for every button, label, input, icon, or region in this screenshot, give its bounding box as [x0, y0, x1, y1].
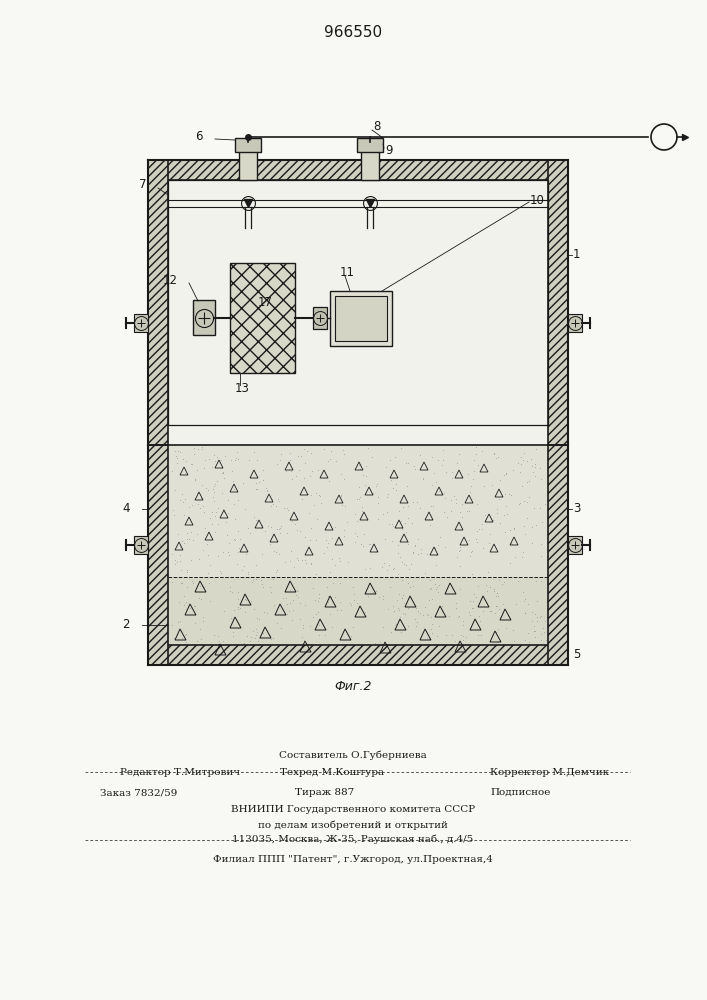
Text: Составитель О.Губерниева: Составитель О.Губерниева: [0, 999, 1, 1000]
Text: 1: 1: [573, 248, 580, 261]
Bar: [357, 138, 383, 152]
Text: Составитель О.Губерниева: Составитель О.Губерниева: [279, 750, 427, 760]
Text: 3: 3: [573, 502, 580, 516]
Text: Техред М.Коштура: Техред М.Коштура: [280, 768, 384, 777]
Text: 966550: 966550: [324, 25, 382, 40]
Text: 6: 6: [196, 130, 203, 143]
Bar: [335, 296, 387, 341]
Text: 10: 10: [530, 194, 545, 207]
Bar: [239, 142, 257, 180]
Text: 8: 8: [373, 120, 380, 133]
Bar: [230, 263, 295, 373]
Text: Составител ь О.Губерниева: Составител ь О.Губерниева: [0, 999, 1, 1000]
Bar: [148, 445, 168, 665]
Bar: [148, 160, 568, 180]
Bar: [148, 160, 168, 445]
Text: Корректор М.Демчик: Корректор М.Демчик: [490, 768, 609, 777]
Text: Подписное: Подписное: [490, 788, 550, 797]
Text: Составитель О.Губерниева: Составитель О.Губерниева: [0, 999, 1, 1000]
Bar: [568, 314, 582, 332]
Text: 7: 7: [139, 178, 146, 192]
Bar: [134, 536, 148, 554]
Bar: [168, 577, 548, 645]
Bar: [568, 536, 582, 554]
Bar: [548, 160, 568, 445]
Text: 12: 12: [163, 274, 178, 288]
Text: 113035, Москва, Ж-35, Раушская наб., д.4/5: 113035, Москва, Ж-35, Раушская наб., д.4…: [233, 835, 474, 844]
Text: Редактор Т.Митрович: Редактор Т.Митрович: [120, 768, 240, 777]
Text: 2: 2: [122, 618, 130, 632]
Text: 13: 13: [235, 381, 250, 394]
Text: 9: 9: [385, 143, 392, 156]
Text: Фиг.2: Фиг.2: [334, 680, 372, 693]
Bar: [548, 445, 568, 665]
Text: Филиал ППП "Патент", г.Ужгород, ул.Проектная,4: Филиал ППП "Патент", г.Ужгород, ул.Проек…: [213, 855, 493, 864]
Text: 5: 5: [573, 648, 580, 662]
Bar: [168, 445, 548, 577]
Text: по делам изобретений и открытий: по делам изобретений и открытий: [258, 820, 448, 830]
Bar: [193, 300, 215, 335]
Bar: [235, 138, 261, 152]
Bar: [148, 645, 568, 665]
Text: Техред М.Коштура: Техред М.Коштура: [0, 999, 1, 1000]
Text: 11: 11: [340, 266, 355, 279]
Text: 17: 17: [258, 296, 273, 310]
Bar: [313, 307, 327, 329]
Bar: [330, 291, 392, 346]
Bar: [361, 142, 379, 180]
Text: Тираж 887: Тираж 887: [295, 788, 354, 797]
Text: ВНИИПИ Государственного комитета СССР: ВНИИПИ Государственного комитета СССР: [231, 805, 475, 814]
Text: Заказ 7832/59: Заказ 7832/59: [100, 788, 177, 797]
Bar: [168, 180, 548, 425]
Bar: [168, 180, 548, 445]
Bar: [134, 314, 148, 332]
Text: 4: 4: [122, 502, 130, 516]
